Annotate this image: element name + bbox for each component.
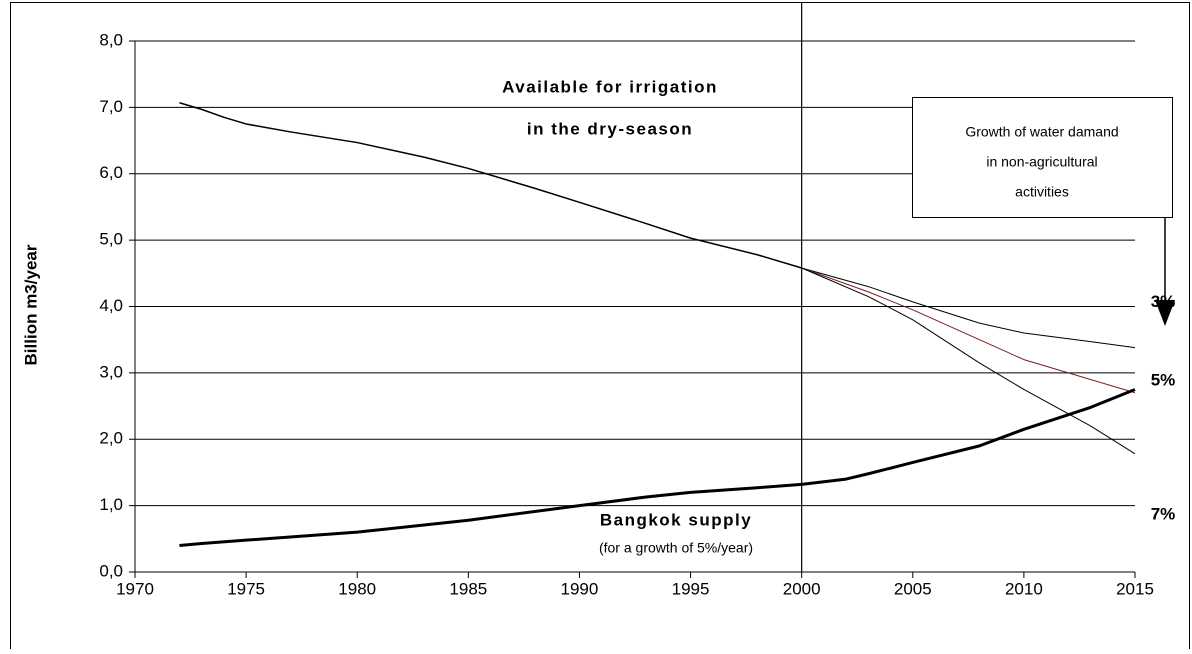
x-tick-label: 1975 <box>227 579 265 598</box>
series-line <box>179 388 1136 547</box>
y-tick-label: 1,0 <box>99 495 123 514</box>
annotation: activities <box>1015 184 1069 200</box>
y-tick-label: 7,0 <box>99 97 123 116</box>
y-tick-label: 6,0 <box>99 163 123 182</box>
series-line <box>801 267 1136 455</box>
y-tick-label: 8,0 <box>99 30 123 49</box>
annotation: Available for irrigation <box>502 77 718 96</box>
x-tick-label: 2000 <box>783 579 821 598</box>
x-tick-label: 1985 <box>449 579 487 598</box>
y-tick-label: 0,0 <box>99 561 123 580</box>
annotation: in non-agricultural <box>986 154 1097 170</box>
x-tick-label: 1970 <box>116 579 154 598</box>
x-tick-label: 1990 <box>561 579 599 598</box>
annotation: Bangkok supply <box>600 510 752 529</box>
x-tick-label: 1980 <box>338 579 376 598</box>
series-line <box>801 267 1136 394</box>
annotation: in the dry-season <box>527 119 693 138</box>
series-label: 7% <box>1151 504 1176 523</box>
series-label: 5% <box>1151 370 1176 389</box>
x-tick-label: 2010 <box>1005 579 1043 598</box>
annotation-box <box>912 97 1173 218</box>
arrow-head <box>1155 300 1175 326</box>
x-tick-label: 1995 <box>672 579 710 598</box>
y-tick-label: 2,0 <box>99 429 123 448</box>
annotation: (for a growth of 5%/year) <box>599 540 753 556</box>
annotation-bg <box>459 74 759 102</box>
series-line <box>801 267 1136 349</box>
y-tick-label: 5,0 <box>99 230 123 249</box>
x-tick-label: 2015 <box>1116 579 1154 598</box>
y-axis-label: Billion m3/year <box>21 244 40 365</box>
series-line <box>179 102 802 269</box>
y-tick-label: 4,0 <box>99 296 123 315</box>
annotation: Growth of water damand <box>965 124 1118 140</box>
y-tick-label: 3,0 <box>99 362 123 381</box>
x-tick-label: 2005 <box>894 579 932 598</box>
